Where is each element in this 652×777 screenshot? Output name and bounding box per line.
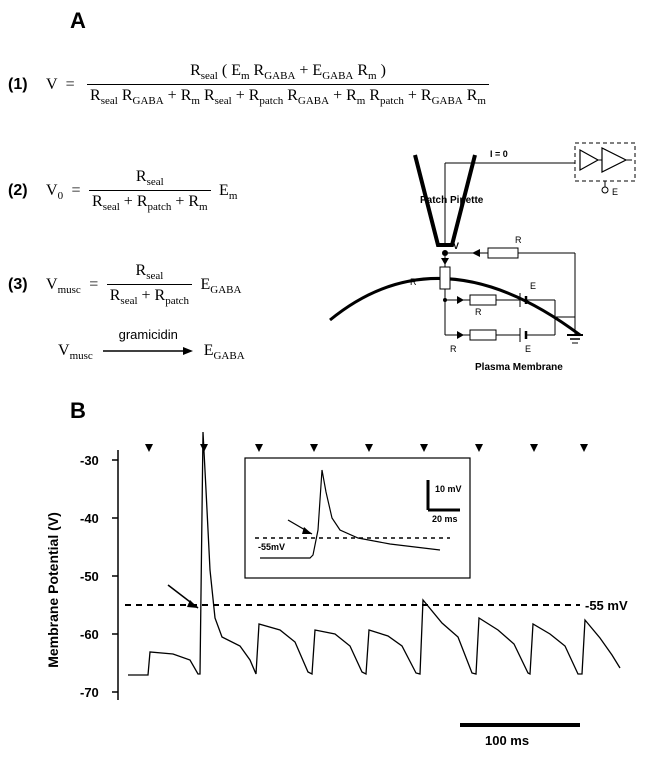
svg-text:Em: Em [530, 281, 536, 291]
svg-text:100 ms: 100 ms [485, 733, 529, 748]
panel-b-label: B [70, 398, 86, 424]
eq2-number: (2) [8, 182, 28, 199]
circuit-diagram: I = 0 E Patch Pipette V Rseal Rpatch Rm … [320, 135, 640, 385]
eq3-den: Rseal + Rpatch [107, 284, 192, 307]
svg-text:Plasma Membrane: Plasma Membrane [475, 362, 563, 373]
eq3-num: Rseal [107, 262, 192, 284]
svg-text:-70: -70 [80, 685, 99, 700]
svg-text:E: E [612, 187, 618, 197]
panel-b-chart: -30 -40 -50 -60 -70 Membrane Potential (… [40, 430, 630, 770]
svg-text:I = 0: I = 0 [490, 149, 508, 159]
svg-text:-55 mV: -55 mV [585, 598, 628, 613]
panel-a-label: A [70, 8, 86, 34]
svg-text:20 ms: 20 ms [432, 514, 458, 524]
svg-text:-30: -30 [80, 453, 99, 468]
svg-text:-55mV: -55mV [258, 542, 285, 552]
svg-text:Rseal: Rseal [515, 235, 522, 245]
eq2: (2) V0 = Rseal Rseal + Rpatch + Rm Em [8, 168, 237, 213]
eq1: (1) V = Rseal ( Em RGABA + EGABA Rm ) Rs… [8, 62, 489, 107]
svg-text:Rpatch: Rpatch [410, 277, 417, 287]
eq2-den: Rseal + Rpatch + Rm [89, 190, 211, 213]
eq1-number: (1) [8, 76, 28, 93]
eq2-num: Rseal [89, 168, 211, 190]
svg-text:-50: -50 [80, 569, 99, 584]
svg-text:V: V [453, 241, 459, 251]
svg-text:Membrane Potential (V): Membrane Potential (V) [45, 512, 61, 668]
arrow-eq: Vmusc gramicidin EGABA [58, 342, 245, 362]
svg-text:-60: -60 [80, 627, 99, 642]
eq3-number: (3) [8, 276, 28, 293]
eq1-num: Rseal ( Em RGABA + EGABA Rm ) [87, 62, 489, 84]
eq3: (3) Vmusc = Rseal Rseal + Rpatch EGABA [8, 262, 241, 307]
svg-text:10 mV: 10 mV [435, 484, 462, 494]
svg-text:RGABA: RGABA [450, 344, 457, 354]
svg-text:Rm: Rm [475, 307, 482, 317]
svg-text:-40: -40 [80, 511, 99, 526]
svg-text:Patch Pipette: Patch Pipette [420, 195, 484, 206]
eq1-den: Rseal RGABA + Rm Rseal + Rpatch RGABA + … [87, 84, 489, 107]
svg-text:EGABA: EGABA [525, 344, 531, 354]
